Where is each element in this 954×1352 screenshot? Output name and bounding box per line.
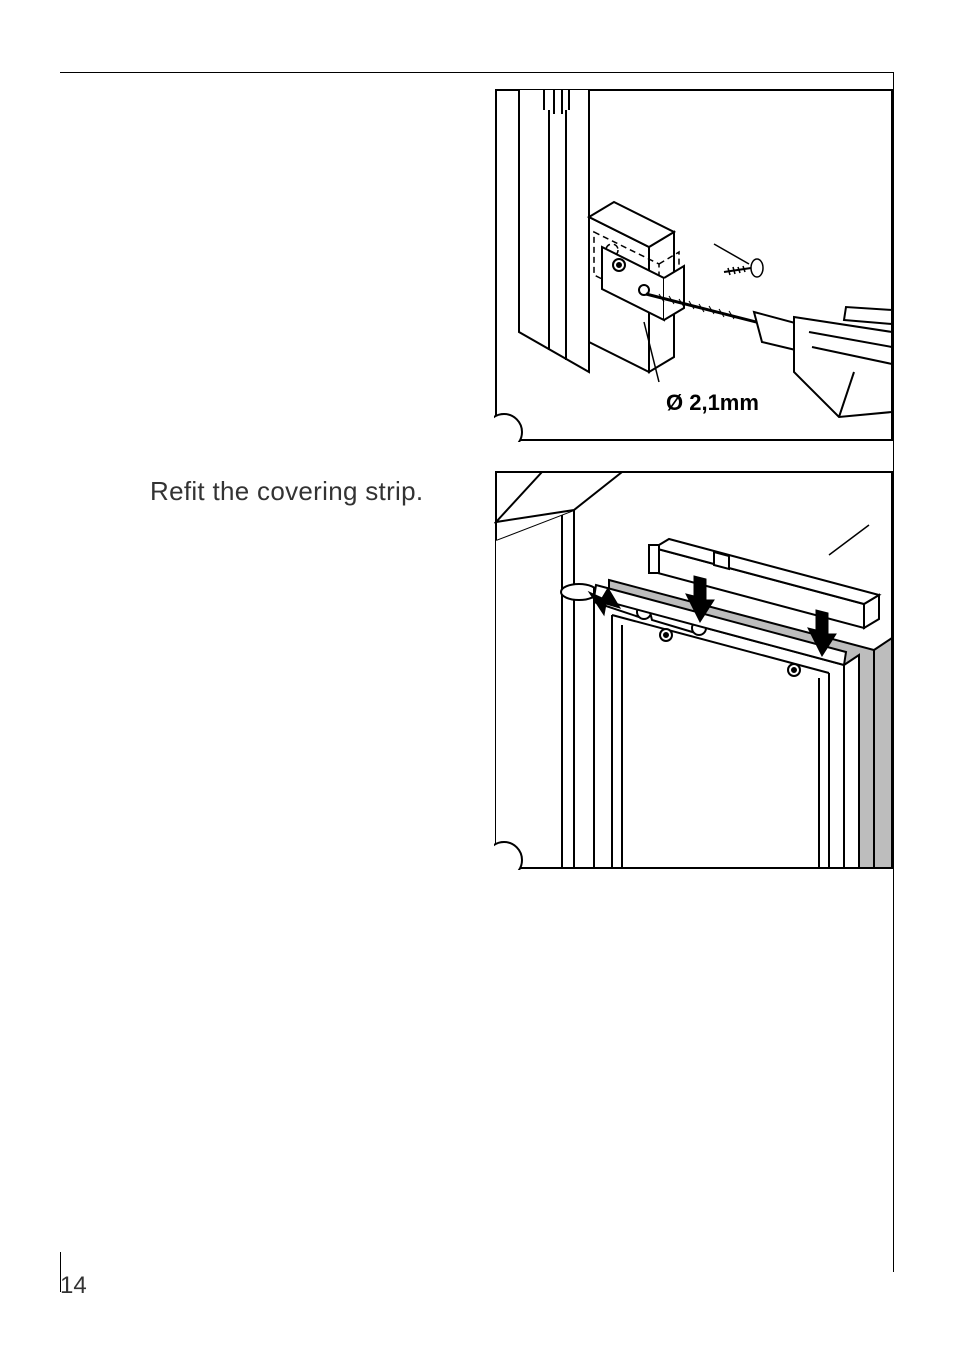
figure-drill-bracket: Ø 2,1mm (494, 72, 894, 442)
drill-diameter-label: Ø 2,1mm (666, 390, 759, 416)
page-number: 14 (60, 1272, 87, 1300)
figure-refit-cover (494, 470, 894, 870)
instruction-text: Refit the covering strip. (150, 476, 423, 507)
